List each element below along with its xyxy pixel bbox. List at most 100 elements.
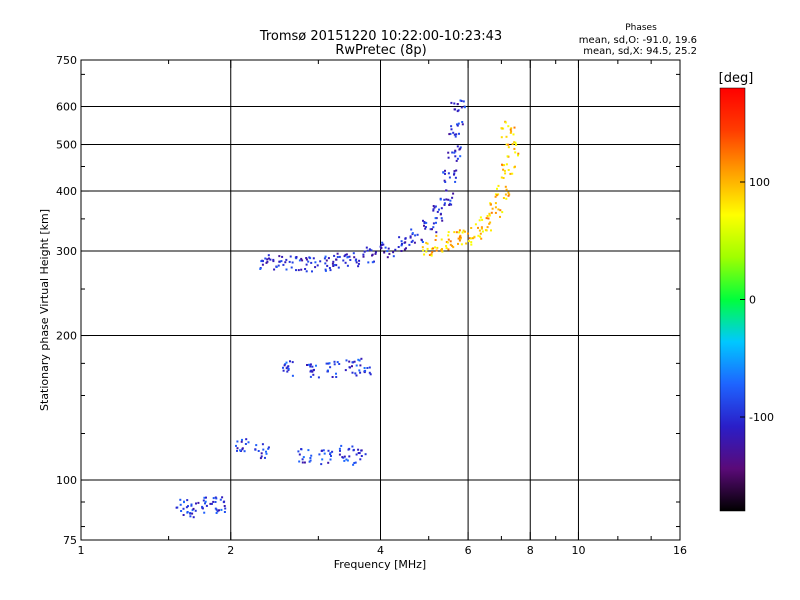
data-point — [459, 146, 462, 149]
data-point — [430, 254, 433, 257]
data-point — [500, 176, 503, 179]
data-point — [348, 455, 351, 458]
y-tick-label: 200 — [56, 330, 77, 343]
data-point — [423, 224, 425, 227]
data-point — [267, 446, 270, 449]
data-point — [212, 497, 215, 500]
data-point — [210, 502, 213, 505]
data-point — [450, 125, 453, 128]
data-point — [448, 176, 451, 179]
x-tick-label: 10 — [571, 544, 585, 557]
data-point — [295, 269, 297, 272]
data-point — [447, 198, 450, 201]
data-point — [440, 238, 443, 241]
data-point — [426, 247, 429, 250]
data-point — [281, 255, 284, 258]
data-point — [503, 164, 506, 167]
data-point — [463, 106, 466, 109]
data-point — [300, 257, 303, 260]
data-point — [410, 228, 413, 231]
data-point — [304, 268, 307, 270]
data-point — [349, 366, 351, 369]
data-point — [432, 209, 435, 212]
y-tick-label: 500 — [56, 139, 77, 152]
data-point — [459, 155, 462, 158]
data-point — [505, 135, 508, 138]
data-point — [410, 241, 413, 243]
data-point — [295, 256, 298, 259]
data-point — [298, 460, 301, 463]
data-point — [455, 231, 458, 234]
data-point — [371, 261, 374, 264]
data-point — [467, 240, 470, 243]
data-point — [447, 248, 450, 251]
y-tick-label: 75 — [63, 534, 77, 547]
data-point — [355, 364, 358, 367]
data-point — [339, 449, 341, 452]
data-point — [454, 155, 457, 158]
data-point — [511, 143, 514, 146]
data-point — [470, 227, 473, 229]
data-point — [435, 217, 438, 220]
data-point — [447, 234, 450, 237]
data-point — [488, 222, 491, 225]
data-point — [421, 241, 424, 243]
data-point — [297, 450, 300, 453]
data-point — [457, 242, 459, 245]
data-point — [360, 455, 363, 457]
data-point — [394, 248, 397, 251]
data-point — [434, 246, 436, 249]
data-point — [416, 233, 419, 236]
data-point — [305, 270, 308, 273]
data-point — [180, 510, 183, 512]
data-point — [328, 362, 331, 365]
data-point — [357, 265, 360, 268]
data-point — [507, 146, 510, 149]
data-point — [241, 438, 243, 441]
data-point — [325, 362, 328, 365]
data-point — [432, 222, 435, 225]
data-point — [430, 247, 433, 250]
data-point — [499, 209, 502, 212]
data-point — [223, 511, 226, 513]
data-point — [327, 449, 330, 452]
data-point — [192, 516, 195, 519]
data-point — [365, 246, 368, 249]
data-point — [496, 187, 498, 190]
data-point — [362, 255, 365, 258]
data-point — [447, 151, 450, 154]
data-point — [453, 133, 456, 136]
data-point — [285, 258, 288, 261]
data-point — [278, 255, 281, 258]
data-point — [260, 452, 263, 455]
data-point — [515, 143, 518, 146]
data-point — [486, 226, 489, 229]
data-point — [494, 206, 497, 209]
data-point — [436, 246, 439, 249]
data-point — [309, 365, 312, 368]
data-point — [179, 498, 182, 501]
data-point — [452, 192, 455, 195]
data-point — [257, 450, 260, 452]
data-point — [497, 208, 500, 211]
data-point — [323, 452, 326, 455]
data-point — [348, 447, 351, 450]
data-point — [449, 240, 452, 243]
data-point — [318, 453, 321, 456]
data-point — [215, 512, 218, 514]
data-point — [223, 505, 226, 507]
data-point — [431, 251, 434, 254]
data-point — [439, 198, 442, 201]
data-point — [302, 456, 305, 459]
data-point — [421, 246, 424, 249]
data-point — [368, 366, 371, 369]
data-point — [259, 268, 262, 270]
data-point — [355, 258, 358, 261]
data-point — [205, 496, 207, 499]
data-point — [486, 215, 489, 217]
data-point — [450, 203, 453, 206]
data-point — [329, 269, 332, 272]
data-point — [507, 194, 510, 197]
data-point — [458, 229, 461, 232]
data-point — [435, 221, 437, 224]
